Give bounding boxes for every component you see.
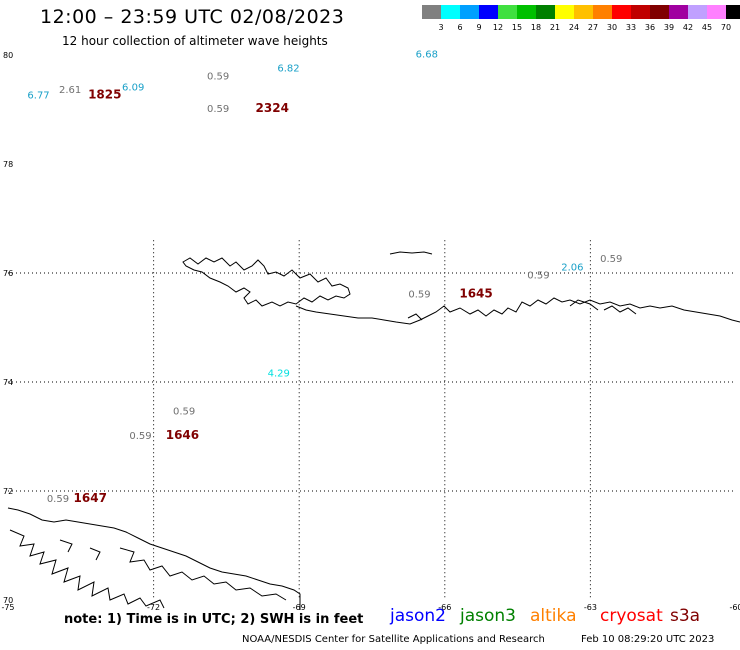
satellite-label-s3a: s3a (670, 606, 701, 626)
page-title: 12:00 – 23:59 UTC 02/08/2023 (40, 6, 345, 28)
lon-tick-label: -66 (438, 603, 451, 612)
lon-tick-label: -75 (1, 603, 14, 612)
lat-tick-label: 76 (3, 269, 13, 278)
legend-swatch (555, 5, 574, 19)
legend-label: 24 (569, 23, 579, 32)
lat-tick-label: 74 (3, 378, 13, 387)
satellite-label-cryosat: cryosat (600, 606, 663, 626)
satellite-label-altika: altika (530, 606, 577, 626)
legend-swatch (422, 5, 441, 19)
legend-label: 18 (531, 23, 541, 32)
legend-label: 33 (626, 23, 636, 32)
lon-tick-label: -69 (293, 603, 306, 612)
lat-tick-label: 80 (3, 51, 13, 60)
legend-swatch (441, 5, 460, 19)
legend-label: 45 (702, 23, 712, 32)
baffin-coastline (9, 529, 165, 609)
wave-height-label: 0.59 (47, 494, 69, 505)
wave-height-label: 4.29 (268, 369, 290, 380)
wave-height-label: 0.59 (207, 104, 229, 115)
wave-height-label: 6.82 (277, 63, 299, 74)
page-subtitle: 12 hour collection of altimeter wave hei… (62, 34, 328, 48)
legend-swatch (650, 5, 669, 19)
footer-credit: NOAA/NESDIS Center for Satellite Applica… (242, 634, 545, 645)
footer-timestamp: Feb 10 08:29:20 UTC 2023 (581, 634, 715, 645)
legend-label: 3 (438, 23, 443, 32)
observation-time-label: 1646 (166, 428, 199, 442)
legend-swatch (536, 5, 555, 19)
legend-swatch (517, 5, 536, 19)
wave-height-label: 0.59 (207, 72, 229, 83)
legend-swatch (631, 5, 650, 19)
legend-swatch (479, 5, 498, 19)
legend-label: 12 (493, 23, 503, 32)
greenland-coastline (407, 313, 423, 321)
observation-time-label: 1645 (459, 287, 492, 301)
legend-swatch (498, 5, 517, 19)
lat-tick-label: 72 (3, 487, 13, 496)
wave-height-label: 2.06 (561, 262, 583, 273)
observation-time-label: 1647 (74, 491, 107, 505)
lon-tick-label: -60 (729, 603, 740, 612)
legend-label: 70 (721, 23, 731, 32)
greenland-coastline (603, 305, 637, 315)
observations: 6.68 6.82 0.59 2.61 6.09 6.77 1825 0.59 2324 0.59… (27, 50, 622, 505)
lat-tick-label: 70 (3, 596, 13, 605)
satellite-label-jason2: jason2 (390, 606, 446, 626)
wave-height-label: 6.77 (27, 91, 49, 102)
satellite-label-jason3: jason3 (460, 606, 516, 626)
lon-tick-label: -63 (584, 603, 597, 612)
wave-height-label: 0.59 (527, 270, 549, 281)
footer-note: note: 1) Time is in UTC; 2) SWH is in fe… (64, 612, 364, 627)
legend-label: 36 (645, 23, 655, 32)
legend-label: 30 (607, 23, 617, 32)
greenland-coastline (389, 251, 433, 255)
observation-time-label: 1825 (88, 88, 121, 102)
baffin-coastline (59, 539, 73, 553)
greenland-coastline (182, 257, 351, 307)
legend-label: 21 (550, 23, 560, 32)
legend-label: 6 (457, 23, 462, 32)
wave-height-label: 2.61 (59, 85, 81, 96)
wave-height-label: 0.59 (408, 290, 430, 301)
legend-swatch (726, 5, 740, 19)
legend-swatch (688, 5, 707, 19)
legend-swatch (460, 5, 479, 19)
greenland-coastline (295, 297, 740, 325)
legend-label: 42 (683, 23, 693, 32)
legend-label: 39 (664, 23, 674, 32)
observation-time-label: 2324 (256, 101, 289, 115)
legend-label: 15 (512, 23, 522, 32)
wave-height-label: 0.59 (173, 407, 195, 418)
wave-height-label: 6.09 (122, 82, 144, 93)
baffin-coastline (119, 547, 287, 601)
lat-tick-label: 78 (3, 160, 13, 169)
legend-label: 27 (588, 23, 598, 32)
legend-swatch (669, 5, 688, 19)
wave-height-label: 0.59 (129, 431, 151, 442)
wave-height-label: 0.59 (600, 254, 622, 265)
legend-swatch (593, 5, 612, 19)
coastline (7, 251, 740, 610)
greenland-coastline (569, 299, 599, 311)
legend-swatch (574, 5, 593, 19)
lon-tick-label: -72 (147, 603, 160, 612)
baffin-coastline (7, 507, 301, 610)
lat-lon-grid: -75 -72 -69 -66 -63 -60 80 78 76 74 72 70 (1, 51, 740, 612)
baffin-coastline (89, 547, 101, 561)
legend-swatch (612, 5, 631, 19)
wave-height-label: 6.68 (416, 50, 438, 61)
legend-swatch (707, 5, 726, 19)
legend-label: 9 (476, 23, 481, 32)
